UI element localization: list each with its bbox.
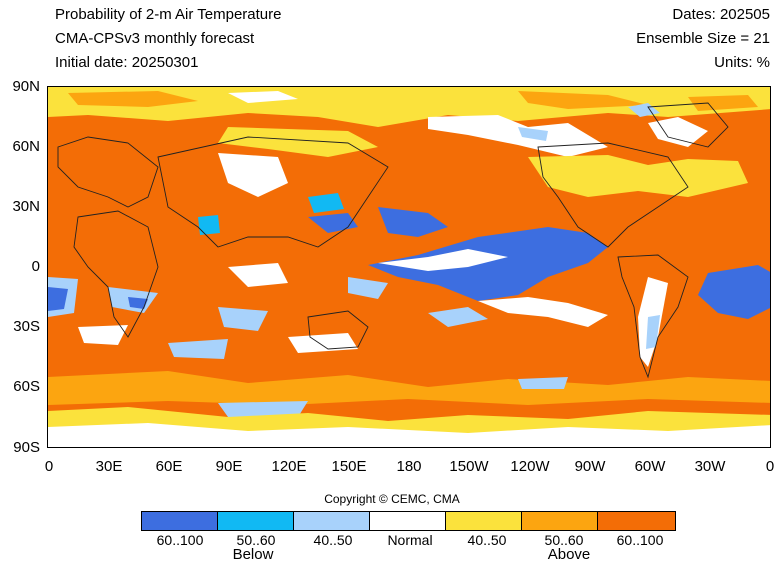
legend-label-above-high: 60..100 — [616, 532, 664, 548]
map-canvas — [48, 87, 770, 447]
lat-label-30s: 30S — [13, 318, 40, 335]
southern-ocean-lightblue — [218, 377, 568, 417]
lon-label-120e: 120E — [271, 458, 307, 475]
lon-label-90e: 90E — [215, 458, 243, 475]
legend-swatch-above-low — [446, 512, 522, 530]
south-america-lightblue — [646, 315, 660, 349]
ensemble-size: Ensemble Size = 21 — [636, 30, 770, 47]
units-label: Units: % — [714, 54, 770, 71]
lon-label-0: 0 — [44, 458, 54, 475]
indian-ocean-blue — [48, 287, 148, 311]
pacific-below-high — [368, 227, 608, 301]
central-asia-normal — [218, 153, 288, 197]
forecast-dates: Dates: 202505 — [672, 6, 770, 23]
arctic-gold-patches — [68, 91, 758, 111]
model-name: CMA-CPSv3 monthly forecast — [55, 30, 255, 47]
arctic-normal-patches — [228, 91, 708, 157]
lat-label-90s: 90S — [13, 439, 40, 456]
lon-label-120w: 120W — [510, 458, 550, 475]
lon-label-30w: 30W — [694, 458, 726, 475]
lat-label-30n: 30N — [12, 198, 40, 215]
antarctica-normal — [48, 423, 770, 447]
lat-label-eq: 0 — [31, 258, 40, 275]
lat-label-60n: 60N — [12, 138, 40, 155]
legend-label-above-mid: 50..60 — [544, 532, 584, 548]
legend-label-below-high: 60..100 — [156, 532, 204, 548]
lon-label-0-east: 0 — [765, 458, 775, 475]
lon-label-180: 180 — [396, 458, 422, 475]
probability-map — [47, 86, 771, 448]
southern-ocean-gold — [48, 371, 770, 405]
legend-group-below: Below — [232, 546, 274, 563]
tropical-normal-scatter — [78, 263, 358, 353]
legend-swatch-above-high — [598, 512, 675, 530]
north-america-yellow — [528, 155, 748, 197]
siberia-yellow — [218, 127, 378, 157]
legend-label-below-mid: 50..60 — [236, 532, 276, 548]
lon-label-60w: 60W — [634, 458, 666, 475]
west-pacific-blue — [308, 207, 448, 237]
legend-label-above-low: 40..50 — [467, 532, 507, 548]
initial-date: Initial date: 20250301 — [55, 54, 199, 71]
legend-colorbar — [141, 511, 676, 531]
lon-label-30e: 30E — [95, 458, 123, 475]
legend-swatch-below-low — [294, 512, 370, 530]
lon-label-150e: 150E — [331, 458, 367, 475]
legend-swatch-normal — [370, 512, 446, 530]
coastlines — [57, 102, 729, 379]
lat-label-60s: 60S — [13, 378, 40, 395]
pacific-light-blue — [348, 277, 488, 327]
lon-label-60e: 60E — [155, 458, 183, 475]
lat-label-90n: 90N — [12, 78, 40, 95]
legend-swatch-below-high — [142, 512, 218, 530]
indian-ocean-patches — [48, 277, 268, 359]
copyright-notice: Copyright © CEMC, CMA — [324, 492, 460, 506]
map-title: Probability of 2-m Air Temperature — [55, 6, 282, 23]
legend-group-above: Above — [547, 546, 591, 563]
south-atlantic-below — [698, 265, 770, 319]
arctic-below-patches — [518, 103, 660, 141]
lon-label-90w: 90W — [574, 458, 606, 475]
legend-label-normal: Normal — [387, 532, 433, 548]
legend-swatch-below-mid — [218, 512, 294, 530]
pacific-normal-band — [378, 249, 608, 327]
legend-swatch-above-mid — [522, 512, 598, 530]
midlat-north-blue — [198, 193, 344, 235]
legend-label-below-low: 40..50 — [313, 532, 353, 548]
lon-label-150w: 150W — [449, 458, 489, 475]
